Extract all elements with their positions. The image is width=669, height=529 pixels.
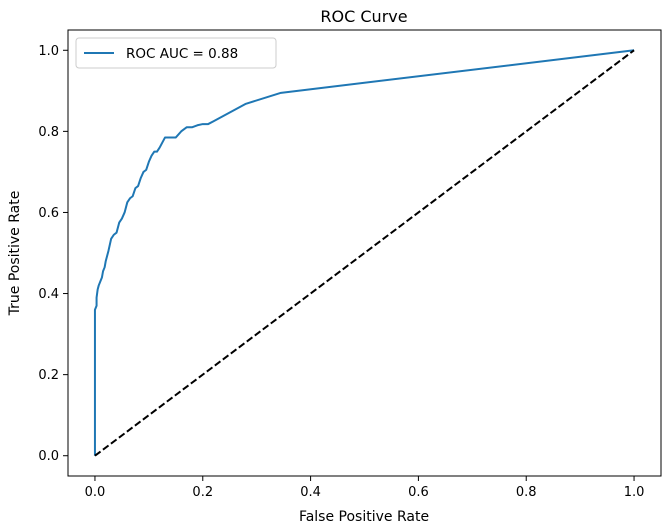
x-tick-label: 0.4: [300, 485, 321, 500]
x-tick-label: 0.2: [192, 485, 213, 500]
y-tick-label: 1.0: [38, 44, 59, 59]
plot-frame: [67, 29, 662, 477]
x-tick-label: 1.0: [624, 485, 645, 500]
plot-area: [93, 49, 635, 457]
chart-title: ROC Curve: [320, 7, 407, 26]
y-axis: 0.0 0.2 0.4 0.6 0.8 1.0: [38, 44, 68, 464]
legend-label: ROC AUC = 0.88: [126, 46, 238, 62]
y-tick-label: 0.2: [38, 368, 59, 383]
diagonal-reference-line: [94, 49, 635, 457]
legend-box: [75, 37, 277, 69]
legend: ROC AUC = 0.88: [75, 37, 277, 69]
x-tick-label: 0.0: [85, 485, 106, 500]
x-axis-label: False Positive Rate: [299, 509, 429, 525]
y-tick-label: 0.6: [38, 206, 59, 221]
y-axis-label: True Positive Rate: [7, 191, 23, 317]
x-tick-label: 0.8: [516, 485, 537, 500]
y-tick-label: 0.8: [38, 125, 59, 140]
x-axis: 0.0 0.2 0.4 0.6 0.8 1.0: [85, 476, 645, 500]
roc-curve-line: [93, 49, 635, 456]
x-tick-label: 0.6: [408, 485, 429, 500]
y-tick-label: 0.0: [38, 449, 59, 464]
y-tick-label: 0.4: [38, 287, 59, 302]
